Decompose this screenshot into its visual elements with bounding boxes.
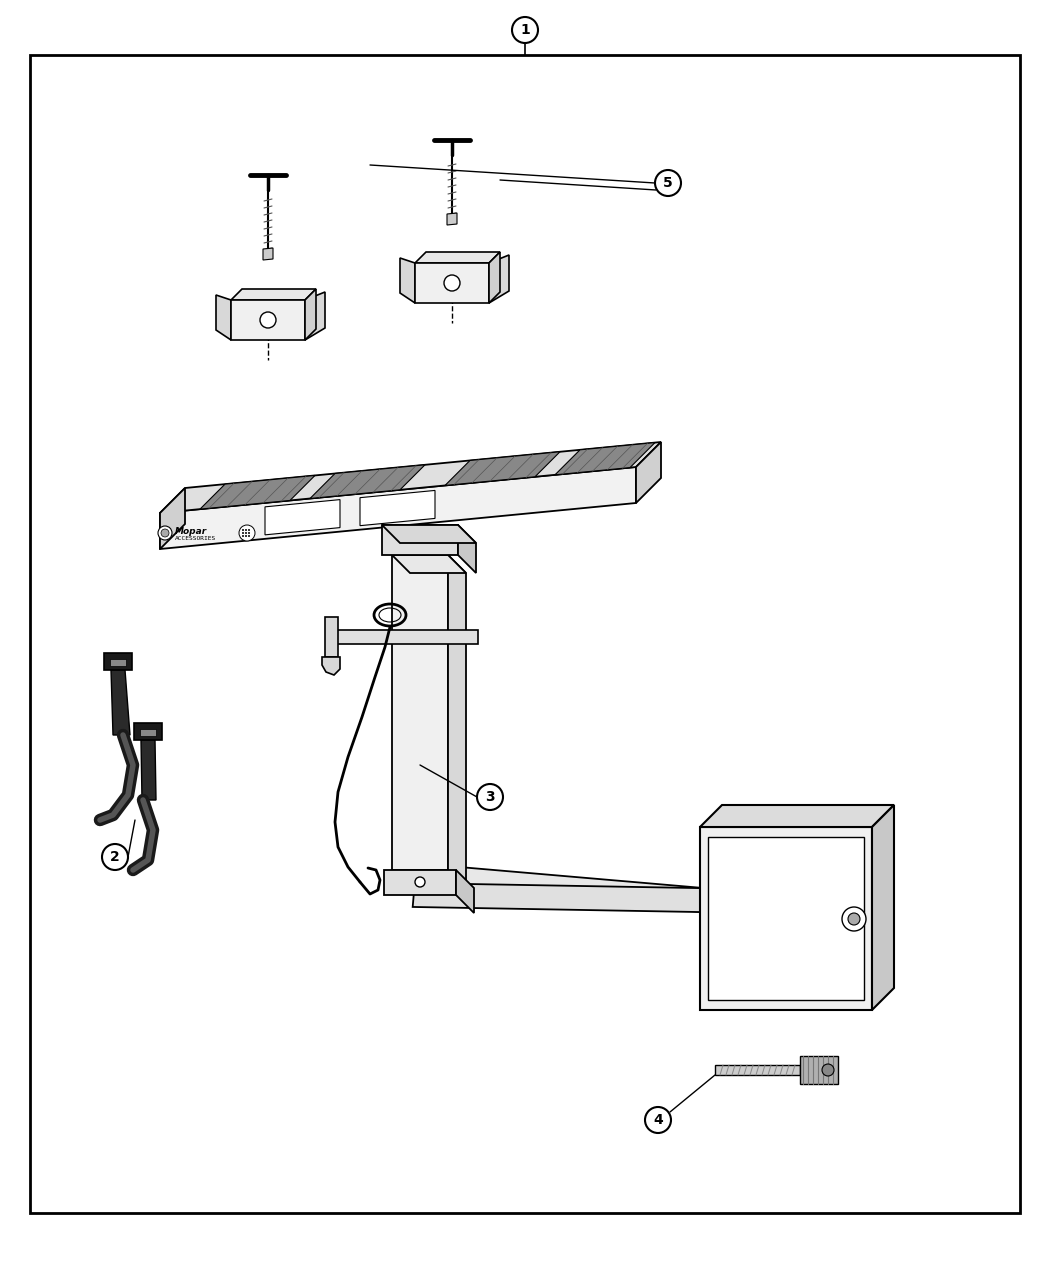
Circle shape: [246, 532, 247, 534]
Polygon shape: [304, 289, 316, 340]
Circle shape: [243, 536, 244, 537]
Polygon shape: [160, 467, 636, 550]
Circle shape: [655, 170, 681, 196]
Polygon shape: [134, 723, 162, 740]
Circle shape: [477, 784, 503, 810]
Polygon shape: [231, 300, 304, 340]
Polygon shape: [700, 805, 894, 827]
Polygon shape: [111, 669, 130, 734]
Circle shape: [645, 1107, 671, 1133]
Text: Mopar: Mopar: [175, 527, 207, 535]
Polygon shape: [392, 555, 448, 870]
Polygon shape: [231, 289, 316, 300]
Polygon shape: [456, 870, 474, 913]
Polygon shape: [700, 827, 872, 1010]
Polygon shape: [330, 630, 478, 644]
Text: 5: 5: [664, 176, 673, 190]
Circle shape: [512, 17, 538, 43]
Polygon shape: [392, 555, 466, 572]
Polygon shape: [141, 740, 156, 799]
Polygon shape: [360, 491, 435, 525]
Text: 4: 4: [653, 1113, 663, 1127]
Polygon shape: [489, 252, 500, 303]
Polygon shape: [458, 525, 476, 572]
Polygon shape: [382, 525, 458, 555]
Polygon shape: [447, 213, 457, 224]
Polygon shape: [413, 884, 708, 912]
Circle shape: [243, 529, 244, 530]
Polygon shape: [310, 465, 425, 499]
Polygon shape: [384, 870, 456, 895]
Circle shape: [248, 529, 250, 530]
Polygon shape: [415, 263, 489, 303]
Polygon shape: [160, 442, 662, 513]
Polygon shape: [800, 1056, 838, 1084]
Polygon shape: [110, 659, 126, 666]
Polygon shape: [415, 252, 500, 263]
Text: ACCESSORIES: ACCESSORIES: [175, 537, 216, 542]
Text: 3: 3: [485, 790, 495, 805]
Polygon shape: [445, 451, 560, 486]
Polygon shape: [304, 292, 326, 340]
Circle shape: [848, 913, 860, 924]
Polygon shape: [400, 258, 415, 303]
Circle shape: [842, 907, 866, 931]
Polygon shape: [140, 729, 156, 736]
Polygon shape: [715, 1065, 800, 1075]
Polygon shape: [489, 255, 509, 303]
Polygon shape: [411, 863, 706, 912]
Polygon shape: [872, 805, 894, 1010]
Circle shape: [243, 532, 244, 534]
Circle shape: [822, 1065, 834, 1076]
Circle shape: [246, 536, 247, 537]
Polygon shape: [448, 555, 466, 887]
Circle shape: [158, 527, 172, 541]
Polygon shape: [708, 836, 864, 1000]
Polygon shape: [326, 617, 338, 657]
Circle shape: [444, 275, 460, 291]
Text: 1: 1: [520, 23, 530, 37]
Polygon shape: [382, 525, 476, 543]
Circle shape: [260, 312, 276, 328]
Circle shape: [246, 529, 247, 530]
Polygon shape: [265, 500, 340, 534]
Circle shape: [161, 529, 169, 537]
Polygon shape: [104, 653, 132, 669]
Polygon shape: [262, 249, 273, 260]
Polygon shape: [555, 442, 655, 474]
Polygon shape: [216, 295, 231, 340]
Polygon shape: [200, 476, 315, 509]
Polygon shape: [160, 488, 185, 550]
Circle shape: [415, 877, 425, 887]
Polygon shape: [636, 442, 662, 504]
Text: 2: 2: [110, 850, 120, 864]
Circle shape: [248, 536, 250, 537]
Circle shape: [102, 844, 128, 870]
Circle shape: [248, 532, 250, 534]
Circle shape: [239, 525, 255, 541]
Polygon shape: [322, 657, 340, 674]
